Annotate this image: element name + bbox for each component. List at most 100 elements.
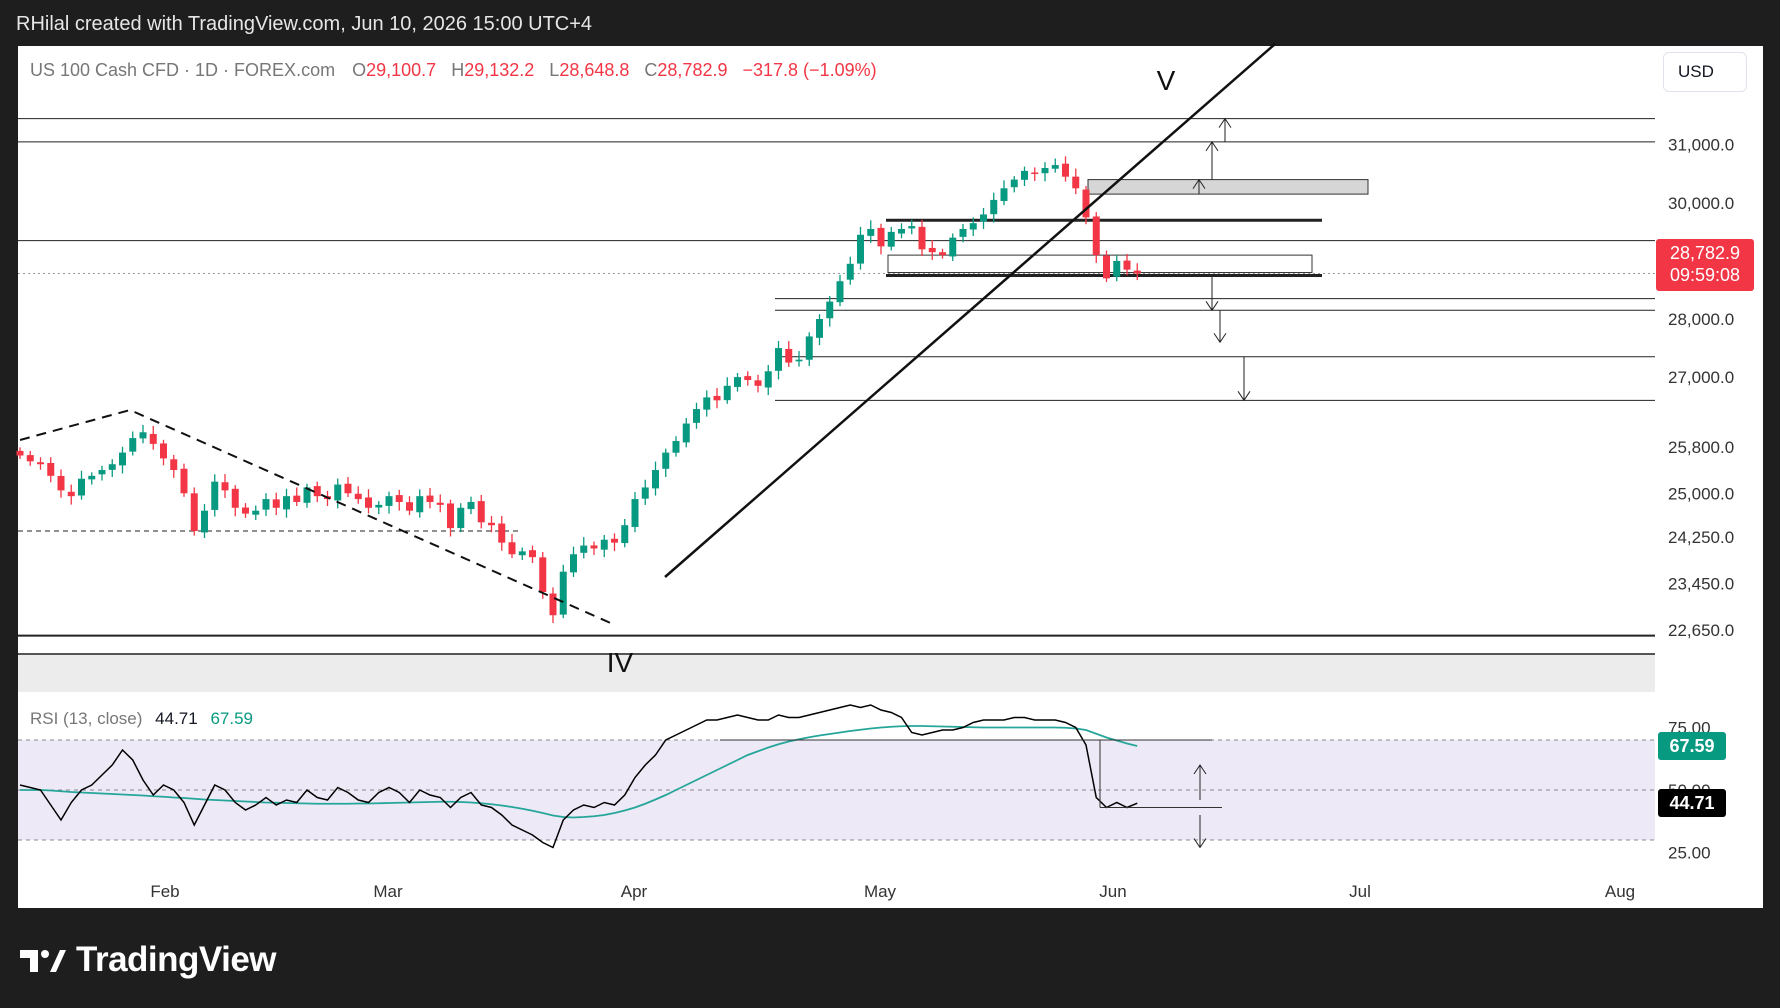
candle-body (293, 495, 301, 502)
price-axis-label: 25,000.0 (1668, 484, 1734, 503)
candle-body (652, 470, 659, 489)
candle-body (877, 227, 885, 247)
candle-body (139, 432, 147, 439)
candle-body (262, 499, 270, 510)
tradingview-footer: TradingView (20, 940, 277, 980)
candle-body (662, 452, 670, 469)
candle-body (149, 433, 157, 444)
price-axis-label: 27,000.0 (1668, 368, 1734, 387)
wave-iv-label: IV (607, 647, 634, 678)
candle-body (1021, 170, 1028, 180)
arrow-down-head (1213, 332, 1227, 344)
candle-body (600, 539, 608, 550)
candle-body (129, 438, 137, 452)
price-axis-label: 22,650.0 (1668, 621, 1734, 640)
candle-body (1051, 165, 1059, 169)
rsi-arrow-up-head (1193, 764, 1207, 775)
candle-body (57, 475, 65, 491)
candle-body (385, 496, 393, 506)
candle-body (1113, 260, 1121, 277)
candle-body (723, 385, 731, 401)
candle-body (436, 502, 444, 505)
rsi-label: RSI (13, close) (30, 709, 143, 728)
open-value: 29,100.7 (366, 60, 437, 80)
candle-body (1010, 179, 1018, 188)
arrow-up-head (1205, 140, 1219, 152)
candle-body (119, 452, 126, 466)
candle-body (313, 486, 321, 497)
attribution-header: RHilal created with TradingView.com, Jun… (0, 0, 1780, 46)
candle-body (303, 487, 311, 503)
resistance-box (1087, 179, 1369, 195)
candle-body (570, 554, 577, 573)
candle-body (549, 593, 557, 616)
candle-body (744, 376, 752, 380)
currency-button[interactable]: USD (1663, 52, 1747, 92)
candle-body (672, 440, 680, 453)
candle-body (887, 231, 895, 247)
candle-body (980, 214, 987, 222)
price-axis-label: 28,000.0 (1668, 310, 1734, 329)
candle-body (67, 491, 75, 497)
rsi-value: 44.71 (155, 709, 198, 728)
candle-body (242, 507, 249, 514)
rsi-axis-label: 25.00 (1668, 844, 1711, 863)
candle-body (467, 501, 475, 510)
rsi-value-tag: 44.71 (1658, 789, 1726, 818)
last-price-tag: 28,782.9 09:59:08 (1656, 239, 1754, 291)
low-value: 28,648.8 (559, 60, 630, 80)
trend-line (664, 43, 1276, 578)
candle-body (775, 348, 782, 371)
candle-body (836, 281, 844, 303)
candle-body (754, 380, 762, 386)
symbol-title: US 100 Cash CFD · 1D · FOREX.com (30, 60, 336, 80)
candle-body (805, 336, 813, 360)
candle-body (78, 478, 85, 496)
candle-body (1133, 270, 1141, 274)
candle-body (785, 348, 793, 363)
candle-body (846, 263, 854, 280)
time-axis-label: Mar (373, 882, 403, 901)
candle-body (98, 470, 106, 475)
candle-body (908, 226, 916, 229)
candle-body (518, 551, 526, 556)
candle-body (1000, 188, 1008, 201)
price-axis-label: 24,250.0 (1668, 528, 1734, 547)
candle-body (1072, 176, 1080, 189)
rsi-ma-value: 67.59 (210, 709, 253, 728)
candle-body (395, 495, 403, 502)
candle-body (108, 464, 116, 470)
symbol-legend: US 100 Cash CFD · 1D · FOREX.com O29,100… (30, 60, 877, 81)
candle-body (939, 252, 946, 256)
candle-body (221, 482, 229, 491)
candle-body (180, 468, 188, 494)
last-price-value: 28,782.9 (1669, 243, 1741, 263)
candle-body (826, 301, 834, 319)
close-label: C (644, 60, 658, 80)
candle-body (641, 487, 649, 499)
candle-body (16, 450, 24, 456)
candle-body (682, 423, 690, 443)
low-label: L (549, 60, 560, 80)
candle-body (1031, 172, 1039, 174)
candle-body (201, 510, 208, 533)
arrow-up-head (1192, 178, 1206, 189)
candle-body (959, 228, 967, 237)
candle-body (354, 493, 362, 500)
dashed-wave-line (19, 408, 616, 626)
wave-v-label: V (1157, 65, 1176, 96)
rsi-legend: RSI (13, close) 44.71 67.59 (30, 709, 253, 729)
candle-body (272, 499, 280, 508)
candle-body (611, 538, 618, 543)
tradingview-logo-icon (20, 950, 66, 972)
candle-body (160, 443, 167, 459)
candle-body (764, 371, 772, 388)
candle-body (949, 237, 957, 257)
candle-body (47, 463, 55, 476)
arrow-down-head (1205, 301, 1219, 312)
candle-body (365, 497, 372, 508)
candle-body (37, 462, 44, 465)
candle-body (488, 522, 495, 526)
candle-body (918, 226, 926, 250)
